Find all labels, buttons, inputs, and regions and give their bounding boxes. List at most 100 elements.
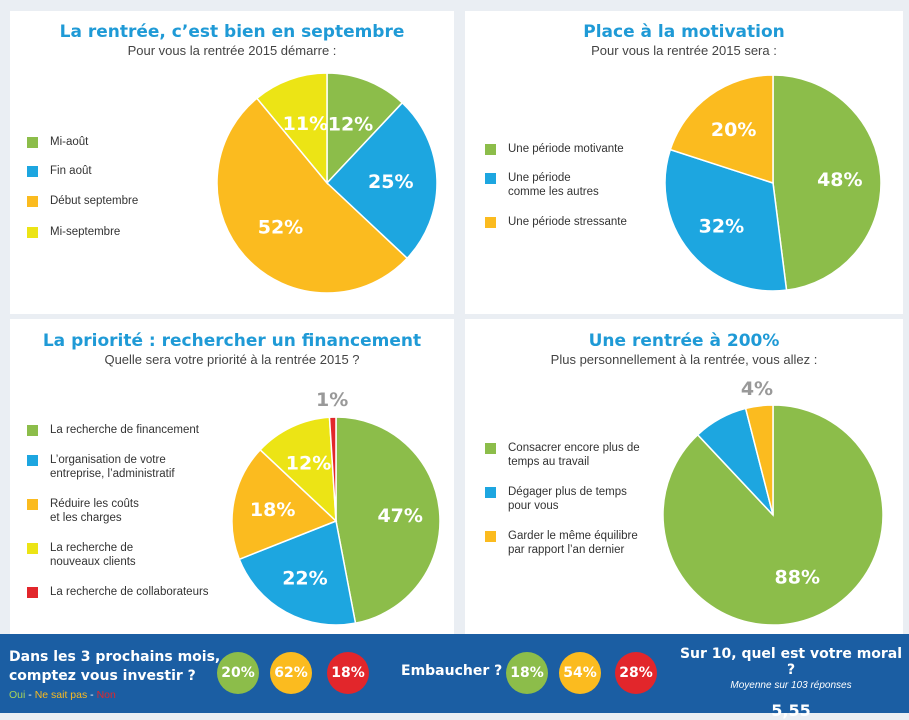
- legend-item: Consacrer encore plus de temps au travai…: [485, 441, 640, 469]
- panel-motivation: Place à la motivation Pour vous la rentr…: [465, 11, 903, 314]
- legend-label: La recherche de nouveaux clients: [50, 542, 136, 568]
- pie-value-label: 12%: [286, 453, 331, 475]
- pie-slice: [669, 74, 774, 185]
- pie-value-label: 11%: [283, 113, 328, 135]
- pie-slice: [664, 148, 788, 292]
- chart-subtitle: Quelle sera votre priorité à la rentrée …: [104, 352, 360, 367]
- chart-title: La rentrée, c’est bien en septembre: [59, 22, 405, 42]
- legend-swatch: [485, 173, 496, 184]
- pie-value-label: 12%: [328, 114, 373, 136]
- pie-slice: [259, 416, 337, 523]
- answer-separator: -: [87, 689, 97, 701]
- pie-slice: [326, 72, 404, 185]
- invest-no-badge: 18%: [327, 652, 369, 694]
- legend-item: L’organisation de votre entreprise, l’ad…: [27, 453, 175, 481]
- legend-swatch: [27, 499, 38, 510]
- pie-value-label: 1%: [316, 389, 348, 411]
- legend: Consacrer encore plus de temps au travai…: [485, 441, 665, 571]
- legend-item: Une période motivante: [485, 142, 624, 156]
- legend-swatch: [485, 217, 496, 228]
- chart-title: Une rentrée à 200%: [588, 331, 780, 351]
- legend-item: Dégager plus de temps pour vous: [485, 485, 627, 513]
- moral-question: Sur 10, quel est votre moral ?: [679, 646, 903, 678]
- chart-title: Place à la motivation: [583, 22, 785, 42]
- legend-swatch: [27, 227, 38, 238]
- legend: Mi-août Fin août Début septembre Mi-sept…: [27, 135, 197, 245]
- legend-swatch: [27, 166, 38, 177]
- pie-chart: 12% 25% 52% 11%: [216, 72, 438, 294]
- answer-yes: Oui: [9, 689, 26, 701]
- legend-swatch: [27, 587, 38, 598]
- legend-item: La recherche de collaborateurs: [27, 585, 209, 599]
- legend-swatch: [27, 137, 38, 148]
- legend-label: Fin août: [50, 165, 92, 177]
- legend-label: Consacrer encore plus de temps au travai…: [508, 442, 640, 468]
- chart-subtitle: Plus personnellement à la rentrée, vous …: [550, 352, 818, 367]
- pie-value-label: 47%: [377, 505, 422, 527]
- answer-legend: Oui - Ne sait pas - Non: [9, 689, 116, 701]
- legend-item: Une période comme les autres: [485, 171, 599, 199]
- pie-slice: [744, 404, 774, 516]
- pie-chart: 47% 22% 18% 12% 1%: [231, 389, 441, 626]
- pie-slice: [216, 97, 409, 294]
- legend-swatch: [485, 531, 496, 542]
- hire-question: Embaucher ?: [401, 663, 503, 679]
- legend-swatch: [485, 443, 496, 454]
- pie-chart: 48% 32% 20%: [664, 74, 882, 292]
- legend-item: La recherche de nouveaux clients: [27, 541, 136, 569]
- pie-value-label: 18%: [250, 499, 295, 521]
- legend-swatch: [27, 543, 38, 554]
- pie-value-label: 20%: [711, 119, 756, 141]
- legend-item: Réduire les coûts et les charges: [27, 497, 139, 525]
- pie-value-label: 8%: [695, 393, 727, 415]
- pie-value-label: 22%: [282, 568, 327, 590]
- pie-slice: [772, 74, 882, 291]
- answer-maybe: Ne sait pas: [34, 689, 88, 701]
- legend-swatch: [485, 487, 496, 498]
- legend-item: Fin août: [27, 164, 92, 178]
- pie-value-label: 48%: [817, 169, 862, 191]
- legend-label: Dégager plus de temps pour vous: [508, 486, 627, 512]
- moral-note: Moyenne sur 103 réponses: [730, 680, 852, 691]
- legend-label: Début septembre: [50, 195, 139, 207]
- legend-label: Mi-août: [50, 136, 89, 148]
- hire-yes-badge: 18%: [506, 652, 548, 694]
- legend-label: L’organisation de votre entreprise, l’ad…: [50, 454, 175, 480]
- answer-separator: -: [25, 689, 35, 701]
- pie-value-label: 32%: [699, 216, 744, 238]
- pie-value-label: 52%: [258, 217, 303, 239]
- moral-value: 5,55: [771, 701, 811, 720]
- pie-slice: [335, 416, 441, 625]
- legend-label: La recherche de collaborateurs: [50, 586, 209, 598]
- legend-label: Une période comme les autres: [508, 172, 599, 198]
- pie-value-label: 25%: [368, 171, 413, 193]
- pie-slice: [325, 101, 438, 260]
- invest-yes-badge: 20%: [217, 652, 259, 694]
- chart-title: La priorité : rechercher un financement: [42, 331, 422, 351]
- legend: Une période motivante Une période comme …: [485, 142, 665, 232]
- chart-subtitle: Pour vous la rentrée 2015 démarre :: [127, 43, 337, 58]
- panel-priorite-financement: La priorité : rechercher un financement …: [10, 319, 454, 634]
- legend-label: Réduire les coûts et les charges: [50, 498, 139, 524]
- invest-question: Dans les 3 prochains mois, comptez vous …: [9, 649, 221, 684]
- pie-chart: 88% 8% 4%: [662, 378, 884, 626]
- legend-swatch: [27, 455, 38, 466]
- pie-slice: [238, 519, 357, 626]
- pie-slice: [328, 416, 337, 522]
- pie-slice: [255, 72, 328, 186]
- answer-no: Non: [96, 689, 116, 701]
- legend-item: Mi-septembre: [27, 225, 120, 239]
- bottom-band: Dans les 3 prochains mois, comptez vous …: [0, 634, 909, 720]
- legend-label: Garder le même équilibre par rapport l’a…: [508, 530, 638, 556]
- legend-item: Mi-août: [27, 135, 88, 149]
- legend-item: Une période stressante: [485, 215, 627, 229]
- pie-slice: [231, 448, 338, 561]
- legend-item: Début septembre: [27, 194, 138, 208]
- legend-swatch: [27, 425, 38, 436]
- invest-maybe-badge: 62%: [270, 652, 312, 694]
- legend-label: Mi-septembre: [50, 226, 121, 238]
- panel-rentree-200: Une rentrée à 200% Plus personnellement …: [465, 319, 903, 634]
- legend-item: Garder le même équilibre par rapport l’a…: [485, 529, 638, 557]
- chart-subtitle: Pour vous la rentrée 2015 sera :: [591, 43, 777, 58]
- legend-label: Une période stressante: [508, 216, 627, 228]
